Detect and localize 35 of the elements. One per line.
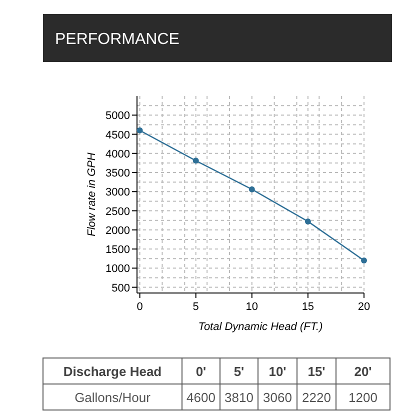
- text: 2220: [302, 390, 331, 405]
- x-tick-label: 10: [246, 301, 258, 313]
- text: 5': [234, 364, 244, 379]
- x-axis-title: Total Dynamic Head (FT.): [198, 321, 324, 333]
- y-tick-label: 3000: [106, 186, 130, 199]
- y-tick-label: 1000: [106, 263, 130, 276]
- x-tick-label: 5: [192, 301, 199, 313]
- x-tick-label: 0: [136, 301, 143, 313]
- y-tick-label: 4000: [106, 148, 130, 160]
- y-tick-label: 5000: [106, 110, 130, 122]
- chart-title: PERFORMANCE: [55, 31, 180, 48]
- text: 10': [268, 364, 286, 379]
- text: 4600: [186, 390, 216, 405]
- y-tick-label: 4500: [106, 129, 130, 142]
- text: 3060: [263, 390, 292, 405]
- y-tick-label: 2500: [106, 206, 130, 218]
- text: 15': [308, 364, 326, 379]
- text: Gallons/Hour: [74, 390, 152, 405]
- text: 20': [354, 364, 372, 379]
- y-tick-label: 1500: [106, 244, 130, 256]
- x-tick-label: 20: [358, 301, 370, 313]
- point: [248, 186, 255, 192]
- text: Discharge Head: [63, 364, 162, 379]
- x-tick-label: 15: [302, 301, 314, 313]
- point: [304, 218, 311, 224]
- point: [136, 127, 143, 134]
- text: 3810: [224, 390, 254, 405]
- text: 1200: [348, 390, 378, 405]
- point: [361, 257, 367, 264]
- y-tick-label: 2000: [106, 224, 130, 237]
- point: [192, 158, 199, 164]
- y-tick-label: 3500: [106, 168, 130, 180]
- y-tick-label: 500: [112, 282, 130, 294]
- y-axis-title: Flow rate in GPH: [86, 152, 98, 236]
- text: 0': [196, 364, 206, 379]
